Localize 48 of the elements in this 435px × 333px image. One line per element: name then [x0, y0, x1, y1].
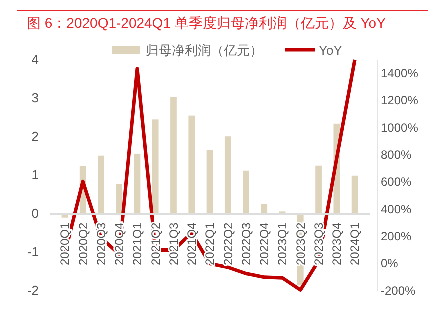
bar: [152, 120, 159, 214]
x-tick-label: 2024Q1: [348, 222, 362, 266]
legend-label: 归母净利润（亿元）: [146, 43, 263, 58]
y2-tick-label: 0%: [381, 256, 399, 271]
bar: [170, 97, 177, 214]
x-tick-label: 2023Q4: [330, 222, 344, 266]
legend-label: YoY: [319, 43, 343, 58]
x-tick-label: 2023Q3: [312, 222, 326, 266]
y2-tick-label: 400%: [381, 202, 412, 216]
y-tick-label: 1: [32, 168, 39, 183]
bar: [352, 176, 358, 214]
bar: [316, 166, 322, 214]
y2-tick-label: 1000%: [381, 120, 419, 135]
bar: [116, 184, 123, 214]
x-tick-label: 2022Q1: [203, 222, 218, 266]
x-tick-label: 2021Q2: [148, 222, 163, 266]
y-tick-label: 0: [32, 206, 39, 222]
y-tick-label: 2: [32, 129, 39, 144]
y2-tick-label: 1400%: [381, 66, 419, 80]
y-tick-label: -1: [27, 244, 39, 260]
bar: [98, 156, 104, 214]
bar: [206, 150, 214, 214]
x-tick-label: 2023Q1: [276, 222, 290, 266]
y-tick-label: -2: [27, 283, 39, 298]
x-tick-label: 2020Q3: [94, 222, 108, 266]
bar: [243, 170, 250, 214]
x-tick-label: 2020Q4: [112, 222, 127, 266]
bar: [224, 136, 232, 214]
x-tick-label: 2020Q1: [58, 222, 72, 266]
y2-tick-label: 200%: [381, 229, 412, 244]
x-tick-label: 2021Q4: [185, 222, 200, 266]
y-tick-label: 3: [32, 90, 39, 106]
x-tick-label: 2020Q2: [76, 222, 90, 266]
x-tick-label: 2022Q3: [239, 222, 254, 266]
y2-tick-label: -200%: [381, 284, 416, 298]
chart-title: 图 6：2020Q1-2024Q1 单季度归母净利润（亿元）及 YoY: [27, 15, 387, 31]
bar: [134, 154, 141, 214]
x-tick-label: 2021Q3: [166, 222, 181, 266]
y2-tick-label: 600%: [381, 175, 412, 190]
x-tick-label: 2023Q2: [294, 222, 308, 266]
bar: [261, 204, 268, 214]
x-tick-label: 2022Q2: [221, 222, 236, 266]
bar: [188, 116, 196, 214]
x-tick-label: 2022Q4: [258, 222, 272, 266]
y-tick-label: 4: [32, 52, 39, 68]
x-tick-label: 2021Q1: [130, 222, 145, 266]
y2-tick-label: 1200%: [381, 94, 419, 108]
y2-tick-label: 800%: [381, 148, 412, 162]
